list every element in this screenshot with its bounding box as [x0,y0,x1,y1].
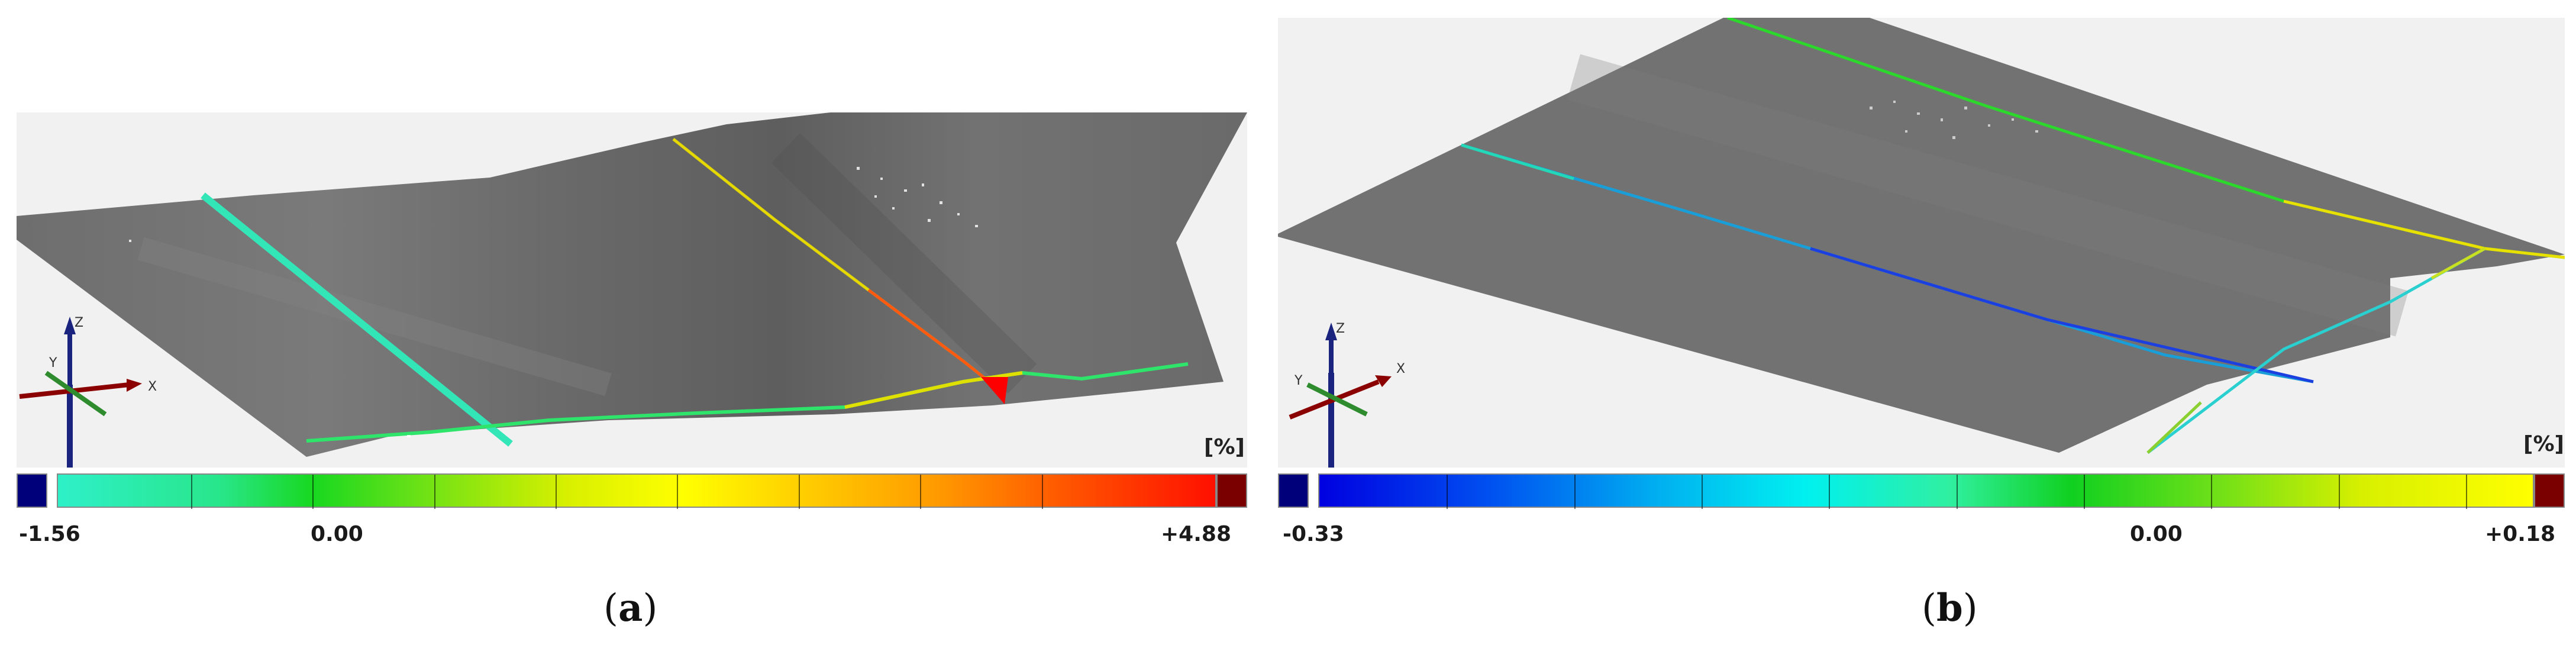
caption-b: (b) [1922,586,1978,630]
noise-points-a [129,167,978,437]
over-range-swatch-a [1216,473,1247,508]
axis-label-x-a: X [148,379,157,394]
scale-min-b: -0.33 [1283,522,1344,546]
noise-points-b [1870,101,2038,139]
unit-label-a: [%] [1204,435,1245,459]
scale-zero-b: 0.00 [2130,522,2183,546]
axis-label-y-a: Y [49,356,57,370]
color-gradient-a [57,473,1216,509]
strain-profile-diagonal-a [201,192,513,447]
scale-max-b: +0.18 [2485,522,2555,546]
axis-label-z-b: Z [1336,321,1345,336]
3d-viewport-a[interactable]: Z Y X [17,112,1247,468]
panel-b: Z Y X [%] -0.33 0.00 +0.18 (b) [1266,0,2576,651]
over-range-swatch-b [2534,473,2565,508]
axis-label-y-b: Y [1294,373,1303,388]
scale-min-a: -1.56 [19,522,80,546]
point-cloud-surface-b: Z Y X [1278,18,2565,468]
axis-label-x-b: X [1396,362,1405,376]
peak-marker-a [981,377,1008,404]
scale-max-a: +4.88 [1161,522,1231,546]
under-range-swatch-b [1278,473,1309,508]
axis-label-z-a: Z [75,315,83,330]
color-scale-a [17,473,1247,509]
color-scale-b [1278,473,2565,509]
caption-a: (a) [603,586,658,630]
axis-triad-b: Z Y X [1289,321,1405,468]
scale-zero-a: 0.00 [311,522,363,546]
axis-triad-a: Z Y X [19,315,157,468]
unit-label-b: [%] [2523,432,2564,456]
surface-mesh-a [17,112,1247,457]
under-range-swatch-a [17,473,47,508]
point-cloud-surface-a: Z Y X [17,112,1247,468]
panel-a: Z Y X [%] -1.56 0.00 +4.88 (a) [0,0,1266,651]
3d-viewport-b[interactable]: Z Y X [1278,18,2565,468]
surface-mesh-b [1278,18,2565,453]
color-gradient-b [1318,473,2534,509]
